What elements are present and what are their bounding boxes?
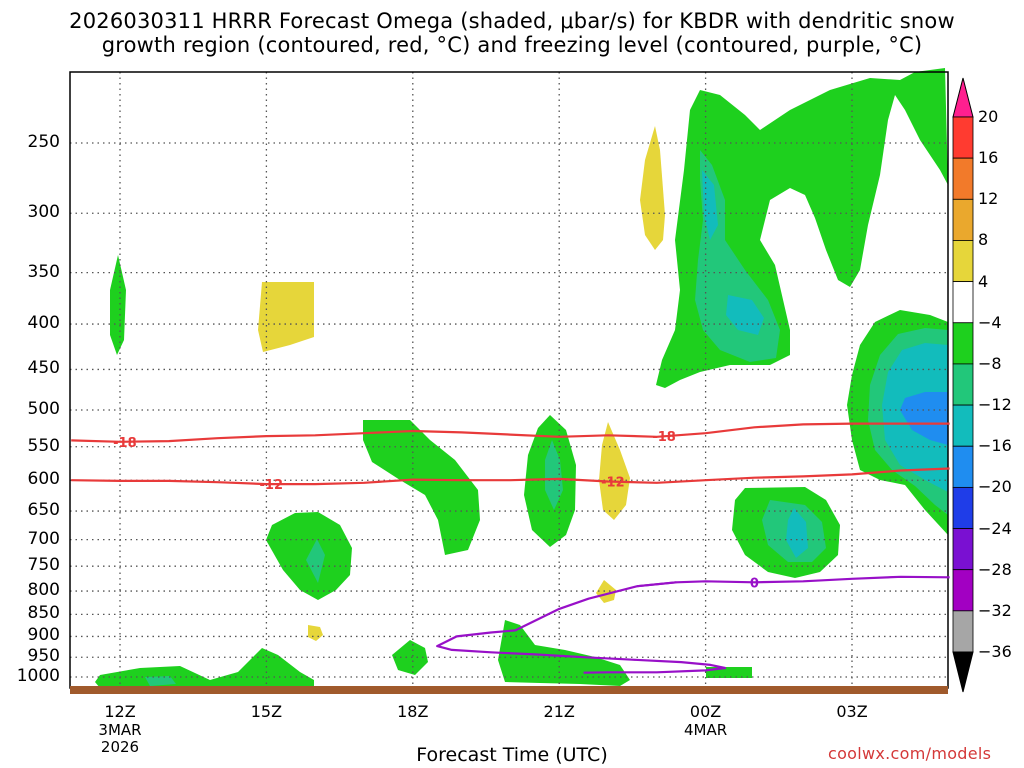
y-tick-label: 800 [27, 580, 60, 601]
colorbar-swatch [952, 486, 974, 529]
y-tick-label: 750 [27, 555, 60, 576]
colorbar-swatch [952, 322, 974, 365]
x-tick-date-label: 4MAR [684, 721, 728, 739]
omega-region-green [110, 255, 126, 355]
y-tick-label: 450 [27, 358, 60, 379]
colorbar-label: −8 [978, 353, 1002, 373]
ground-surface-bar [70, 686, 948, 694]
x-tick-date-label: 2026 [100, 738, 140, 756]
omega-region-cyan [786, 508, 808, 558]
omega-shading [95, 68, 948, 688]
x-tick-label: 00Z [689, 702, 722, 721]
colorbar-label: −12 [978, 395, 1012, 415]
omega-region-yellow [599, 422, 630, 520]
colorbar-label: −28 [978, 559, 1012, 579]
colorbar-swatch [952, 116, 974, 159]
dendritic-contour-line [71, 467, 950, 486]
contour-label: -12 [601, 476, 625, 491]
x-tick-label: 03Z [836, 702, 868, 721]
y-tick-label: 600 [27, 469, 60, 490]
colorbar-label: 16 [978, 148, 999, 168]
y-tick-label: 300 [27, 202, 60, 223]
colorbar-label: −20 [978, 477, 1012, 497]
omega-region-green [498, 620, 630, 686]
omega-region-teal [145, 676, 176, 686]
colorbar-swatch [952, 528, 974, 571]
omega-region-teal [695, 150, 780, 362]
colorbar-bottom-arrow [952, 651, 974, 693]
colorbar-label: −32 [978, 600, 1012, 620]
omega-region-green [95, 648, 314, 688]
x-tick-label: 12Z [104, 702, 136, 721]
freezing-level-contour [637, 575, 950, 588]
chart-title-line-2: growth region (contoured, red, °C) and f… [101, 33, 923, 57]
contour-label: -12 [260, 478, 284, 493]
colorbar-swatch [952, 445, 974, 488]
colorbar-swatch [952, 610, 974, 653]
omega-region-yellow [258, 282, 314, 352]
colorbar-swatch [952, 240, 974, 283]
omega-region-yellow [640, 126, 665, 250]
y-tick-label: 350 [27, 261, 60, 282]
omega-region-teal [545, 440, 563, 510]
colorbar-swatch [952, 363, 974, 406]
credit-link[interactable]: coolwx.com/models [828, 744, 992, 763]
omega-region-blue [900, 392, 948, 445]
contour-lines: -18 -18 -12 -12 0 [71, 422, 950, 674]
y-tick-label: 700 [27, 528, 60, 549]
chart-title-line-1: 2026030311 HRRR Forecast Omega (shaded, … [69, 9, 955, 33]
colorbar-label: −16 [978, 436, 1012, 456]
colorbar-label: 12 [978, 189, 999, 209]
colorbar-label: −24 [978, 518, 1012, 538]
colorbar-swatch [952, 157, 974, 200]
colorbar-swatch [952, 569, 974, 612]
x-tick-label: 21Z [543, 702, 575, 721]
colorbar-top-arrow [952, 77, 974, 118]
colorbar-swatch [952, 198, 974, 241]
y-tick-label: 250 [27, 132, 60, 152]
x-tick-label: 15Z [250, 702, 283, 721]
colorbar-label: −4 [978, 312, 1002, 332]
dendritic-contour-line [71, 422, 950, 443]
x-tick-date-label: 3MAR [98, 721, 142, 739]
colorbar-swatch [952, 404, 974, 447]
y-tick-label: 900 [27, 625, 60, 646]
y-tick-label: 550 [27, 435, 60, 456]
freezing-level-contour [436, 581, 727, 674]
omega-region-yellow [596, 580, 616, 603]
omega-region-yellow [308, 625, 323, 641]
omega-region-green [363, 420, 480, 555]
colorbar-label: 20 [978, 107, 999, 126]
x-tick-label: 18Z [397, 702, 429, 721]
y-tick-label: 1000 [16, 666, 60, 686]
omega-region-teal [306, 539, 325, 583]
colorbar-swatch [952, 281, 974, 324]
contour-label: -18 [113, 436, 137, 451]
y-tick-label: 500 [27, 399, 60, 419]
omega-region-cyan [726, 295, 764, 335]
omega-region-green [392, 640, 428, 675]
freezing-level-label: 0 [750, 576, 759, 591]
colorbar-label: 4 [978, 271, 989, 291]
colorbar-label: 8 [978, 230, 989, 250]
colorbar-label: −36 [978, 642, 1012, 661]
colorbar [952, 77, 974, 693]
x-axis-title: Forecast Time (UTC) [416, 744, 608, 766]
contour-label: -18 [652, 430, 676, 445]
y-tick-label: 850 [27, 603, 60, 624]
y-tick-label: 950 [27, 646, 60, 667]
y-tick-label: 400 [27, 313, 60, 334]
y-tick-label: 650 [27, 500, 60, 521]
chart-grid [70, 72, 948, 688]
